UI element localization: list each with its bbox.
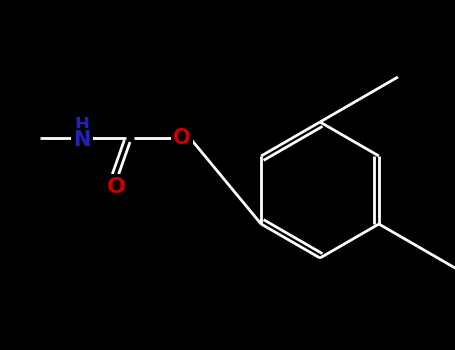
Text: O: O bbox=[106, 177, 126, 197]
Text: H: H bbox=[75, 116, 90, 134]
Text: N: N bbox=[73, 130, 91, 150]
Text: O: O bbox=[173, 128, 191, 148]
